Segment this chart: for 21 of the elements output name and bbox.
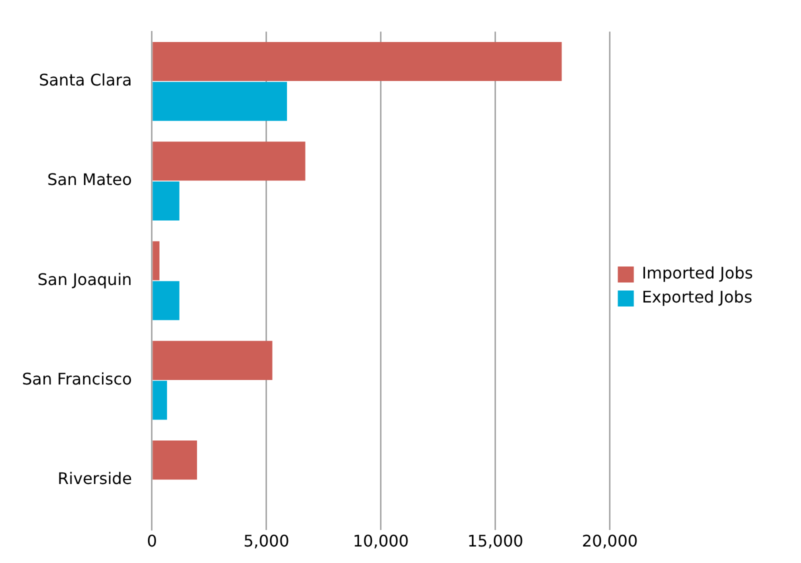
x-tick-label: 5,000 — [243, 532, 290, 551]
y-tick-label: San Joaquin — [38, 270, 132, 289]
y-tick-label: Riverside — [58, 469, 132, 488]
bar — [152, 380, 168, 420]
y-tick-label: San Francisco — [22, 369, 132, 388]
x-tick-label: 10,000 — [352, 532, 409, 551]
x-tick-label: 0 — [146, 532, 158, 551]
y-tick-label: Santa Clara — [38, 70, 132, 90]
bar — [152, 340, 272, 380]
legend-label: Exported Jobs — [642, 288, 752, 307]
legend-label: Imported Jobs — [642, 264, 753, 283]
bar — [152, 82, 287, 121]
y-tick-label: San Mateo — [47, 170, 132, 190]
x-tick-label: 20,000 — [582, 532, 638, 551]
bar — [152, 142, 306, 181]
bar — [152, 181, 180, 221]
bar — [152, 241, 160, 280]
bar — [152, 42, 562, 82]
x-tick-label: 15,000 — [467, 532, 524, 551]
bar — [152, 440, 198, 480]
bar — [152, 281, 180, 320]
